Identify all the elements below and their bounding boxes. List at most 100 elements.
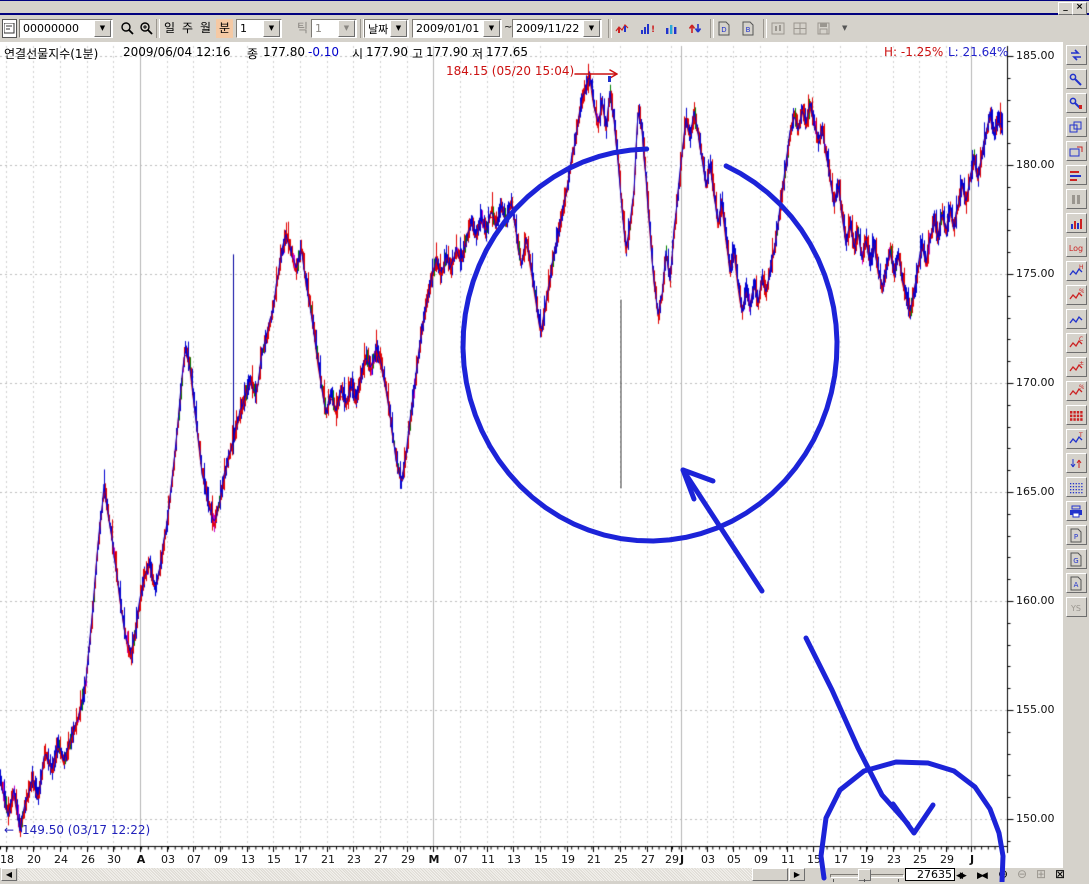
scrollbar-thumb[interactable] <box>752 868 788 881</box>
chevron-down-icon[interactable]: ▼ <box>263 20 280 37</box>
svg-text:C: C <box>1079 336 1083 343</box>
period-minute-button[interactable]: 분 <box>216 19 234 38</box>
indicator-list-icon[interactable] <box>1065 165 1087 185</box>
chart-bars-icon[interactable] <box>661 19 681 38</box>
volume-bars-icon[interactable] <box>1065 213 1087 233</box>
svg-text:P: P <box>1074 533 1078 541</box>
period-month-button[interactable]: 월 <box>200 21 212 35</box>
toolbar-separator <box>608 19 612 38</box>
search-icon[interactable] <box>117 19 137 38</box>
period-week-button[interactable]: 주 <box>182 21 194 35</box>
zoom-out-icon: ⊖ <box>1017 867 1028 881</box>
toolbar-separator <box>763 19 767 38</box>
svg-text:T: T <box>1078 432 1083 439</box>
date-mode-value[interactable]: 날짜 <box>368 22 389 36</box>
x-tick-label: 29 <box>665 853 679 866</box>
plus-minus-chart-icon[interactable]: ± <box>1065 357 1087 377</box>
chart-area[interactable]: 연결선물지수(1분) 2009/06/04 12:16 종 177.80 -0.… <box>0 42 1063 868</box>
x-tick-label: M <box>428 853 440 866</box>
x-tick-label: 17 <box>834 853 848 866</box>
price-chart-canvas[interactable] <box>0 42 1063 868</box>
close-value: 177.80 <box>263 45 305 59</box>
trend-chart-icon[interactable]: T <box>1065 429 1087 449</box>
data-table-icon[interactable] <box>1065 405 1087 425</box>
symbol-combo[interactable]: 00000000 ▼ <box>19 19 113 38</box>
chart-candle-icon[interactable] <box>613 19 633 38</box>
low-label: 저 <box>472 47 484 61</box>
svg-text:%: % <box>1079 288 1084 295</box>
minute-value[interactable]: 1 <box>240 22 247 35</box>
instrument-title: 연결선물지수(1분) <box>4 47 99 61</box>
folder-export-icon[interactable] <box>1065 141 1087 161</box>
candle-window-icon <box>768 19 788 38</box>
save-chevron-icon[interactable]: ▼ <box>842 24 848 32</box>
log-scale-icon[interactable]: Log <box>1065 237 1087 257</box>
settings-wrench-icon[interactable] <box>1065 69 1087 89</box>
svg-text:%: % <box>1079 384 1084 391</box>
doc-b-icon[interactable]: B <box>738 19 758 38</box>
date-tilde-label: ~ <box>504 22 513 33</box>
x-tick-label: 20 <box>27 853 41 866</box>
x-tick-label: 29 <box>940 853 954 866</box>
chevron-down-icon[interactable]: ▼ <box>94 20 111 37</box>
scroll-right-button[interactable]: ▶ <box>789 868 805 881</box>
doc-g-icon[interactable]: G <box>1065 549 1087 569</box>
minimize-button[interactable]: _ <box>1058 2 1073 15</box>
header-datetime: 2009/06/04 12:16 <box>123 45 231 59</box>
x-tick-label: 19 <box>860 853 874 866</box>
scrollbar-track[interactable] <box>18 868 752 881</box>
zoom-search-icon[interactable] <box>136 19 156 38</box>
high-percent-stat: H: -1.25% <box>884 45 944 59</box>
date-to-value[interactable]: 2009/11/22 <box>516 22 580 35</box>
chevron-down-icon[interactable]: ▼ <box>390 20 407 37</box>
close-button[interactable]: × <box>1072 2 1087 15</box>
bar-count-input[interactable]: 27635 <box>905 868 955 881</box>
x-tick-label: 27 <box>374 853 388 866</box>
percent-small-chart-icon[interactable]: % <box>1065 381 1087 401</box>
symbol-type-icon[interactable] <box>2 19 17 38</box>
line-chart-icon[interactable] <box>1065 309 1087 329</box>
period-day-button[interactable]: 일 <box>164 21 176 35</box>
svg-text:±: ± <box>1079 360 1084 367</box>
zoom-in-icon[interactable]: ⊕ <box>998 867 1009 881</box>
chart-indicator-icon[interactable]: ! <box>637 19 657 38</box>
close-label: 종 <box>247 47 259 61</box>
high-label: 고 <box>412 47 424 61</box>
high-low-chart-icon[interactable]: HL <box>1065 261 1087 281</box>
y-tick-label: 170.00 <box>1016 376 1055 389</box>
x-tick-label: 17 <box>294 853 308 866</box>
date-from-value[interactable]: 2009/01/01 <box>416 22 480 35</box>
date-from-combo[interactable]: 2009/01/01 ▼ <box>412 19 502 38</box>
chevron-down-icon[interactable]: ▼ <box>483 20 500 37</box>
x-tick-label: 15 <box>807 853 821 866</box>
doc-d-icon[interactable]: D <box>714 19 734 38</box>
shapes-icon[interactable] <box>1065 117 1087 137</box>
x-tick-label: 29 <box>401 853 415 866</box>
sort-updown-icon[interactable] <box>685 19 705 38</box>
scroll-left-button[interactable]: ◀ <box>1 868 17 881</box>
dot-grid-icon[interactable] <box>1065 477 1087 497</box>
date-mode-combo[interactable]: 날짜 ▼ <box>364 19 409 38</box>
grid-window-icon <box>790 19 810 38</box>
toolbar-separator <box>710 19 714 38</box>
x-tick-label: 25 <box>614 853 628 866</box>
compare-chart-icon[interactable]: C <box>1065 333 1087 353</box>
doc-p-icon[interactable]: P <box>1065 525 1087 545</box>
refresh-icon[interactable] <box>1065 45 1087 65</box>
printer-icon[interactable] <box>1065 501 1087 521</box>
percent-chart-icon[interactable]: % <box>1065 285 1087 305</box>
close-chart-icon[interactable]: ⊠ <box>1055 867 1066 881</box>
x-tick-label: 23 <box>347 853 361 866</box>
symbol-value[interactable]: 00000000 <box>23 22 79 35</box>
doc-a-icon[interactable]: A <box>1065 573 1087 593</box>
chevron-down-icon[interactable]: ▼ <box>583 20 600 37</box>
low-percent-stat: L: 21.64% <box>948 45 1009 59</box>
y-tick-label: 165.00 <box>1016 485 1055 498</box>
window-glyph-icon <box>4 23 15 34</box>
tool-candle-icon[interactable] <box>1065 93 1087 113</box>
minute-combo[interactable]: 1 ▼ <box>236 19 282 38</box>
magnifier-icon <box>120 22 134 35</box>
date-to-combo[interactable]: 2009/11/22 ▼ <box>512 19 602 38</box>
up-down-arrows-icon[interactable] <box>1065 453 1087 473</box>
tool-sidebar: Log HL% C ±% T P G A YS <box>1063 42 1089 868</box>
